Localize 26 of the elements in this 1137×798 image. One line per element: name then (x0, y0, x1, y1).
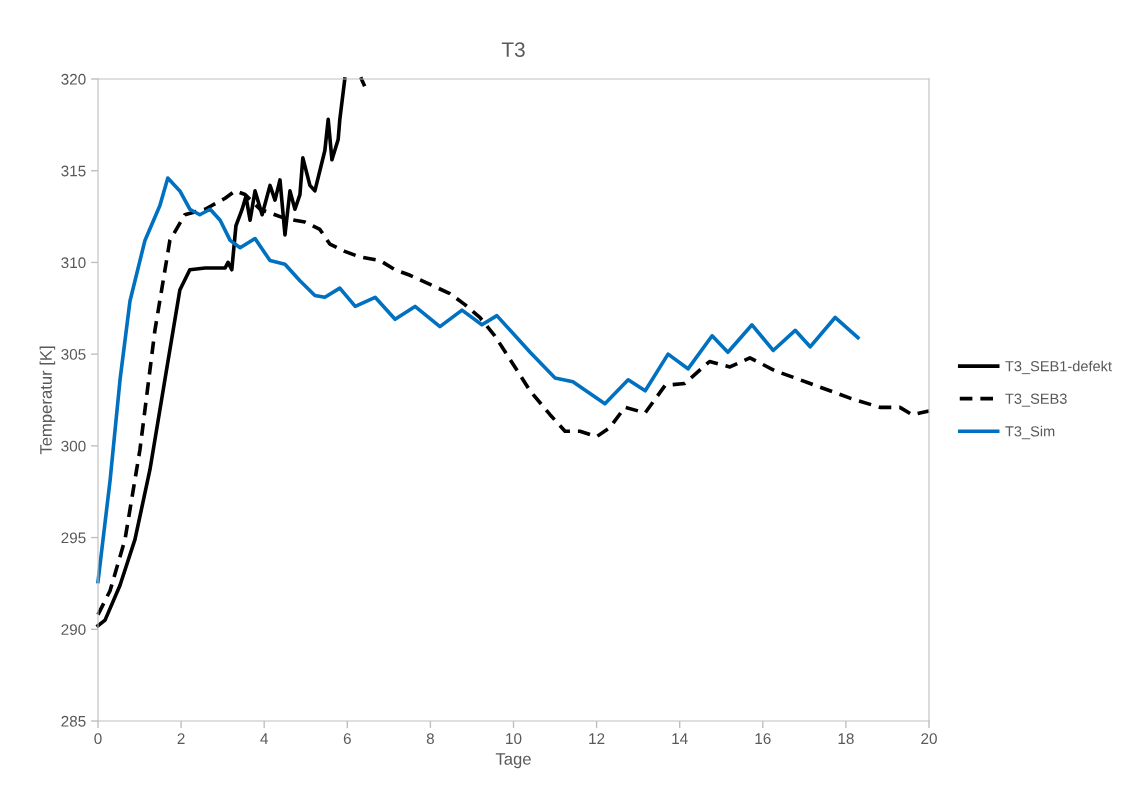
x-tick-label: 14 (672, 733, 688, 744)
legend-label: T3_SEB3 (1005, 393, 1067, 407)
x-tick-label: 0 (94, 733, 102, 745)
legend-label: T3_SEB1-defekt (1005, 360, 1112, 375)
x-axis-title: Tage (495, 753, 531, 769)
x-tick-label: 16 (755, 733, 771, 745)
y-tick-label: 285 (61, 715, 86, 727)
x-tick-label: 4 (260, 733, 268, 744)
y-tick-label: 320 (61, 73, 86, 85)
x-tick-label: 12 (589, 733, 605, 744)
x-tick-label: 18 (838, 733, 854, 745)
x-tick-label: 2 (177, 733, 185, 744)
y-tick-label: 290 (61, 624, 86, 635)
x-tick-label: 6 (343, 733, 351, 745)
line-series (96, 176, 860, 584)
y-axis-title: Temperatur [K] (39, 346, 56, 455)
x-tick-label: 8 (426, 733, 434, 745)
legend-label: T3_Sim (1005, 425, 1055, 440)
y-tick-label: 310 (61, 257, 86, 269)
x-tick-label: 20 (921, 733, 937, 745)
chart-title: T3 (501, 42, 525, 57)
x-tick-label: 10 (506, 733, 522, 745)
y-tick-label: 300 (61, 440, 86, 452)
y-tick-label: 295 (61, 532, 86, 544)
y-tick-label: 315 (61, 165, 86, 177)
y-tick-label: 305 (61, 349, 86, 360)
